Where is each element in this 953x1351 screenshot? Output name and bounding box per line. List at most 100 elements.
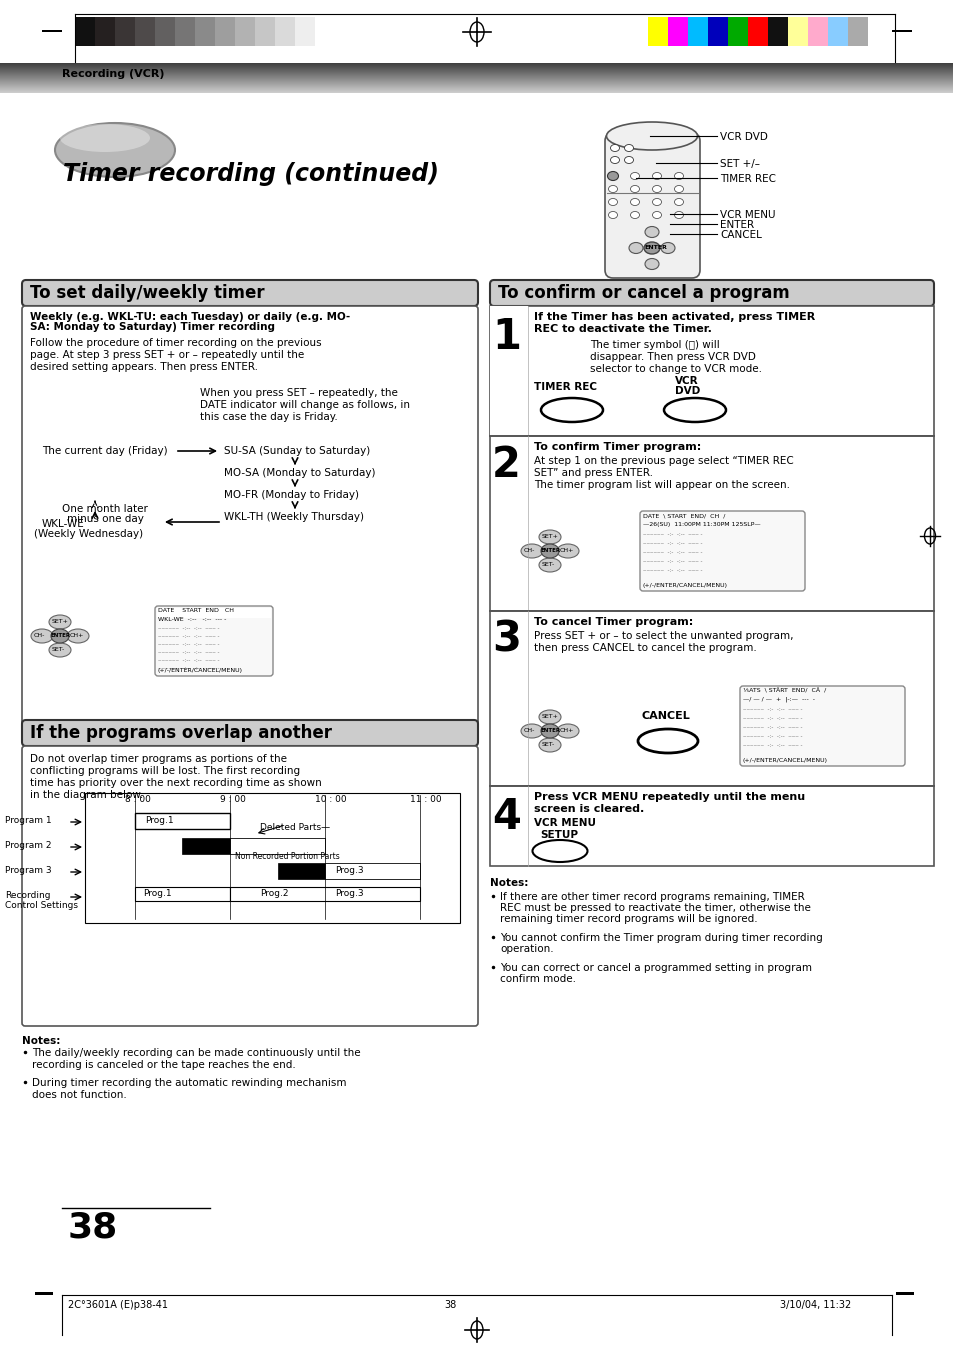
Bar — [0, 0, 953, 63]
Text: ‒‒‒‒‒‒  -:--  -:--  ‒‒‒ -: ‒‒‒‒‒‒ -:-- -:-- ‒‒‒ - — [158, 642, 219, 647]
FancyBboxPatch shape — [154, 607, 273, 676]
Text: TIMER REC: TIMER REC — [720, 174, 775, 184]
Text: 9 : 00: 9 : 00 — [220, 794, 246, 804]
Text: 3/10/04, 11:32: 3/10/04, 11:32 — [780, 1300, 850, 1310]
Bar — [234, 18, 254, 46]
Text: —26(SU)  11:00PM 11:30PM 125SLP—: —26(SU) 11:00PM 11:30PM 125SLP— — [642, 521, 760, 527]
Text: Control Settings: Control Settings — [5, 901, 78, 911]
FancyBboxPatch shape — [639, 511, 804, 590]
Text: minus one day: minus one day — [67, 513, 144, 524]
Bar — [314, 18, 335, 46]
Ellipse shape — [532, 840, 587, 862]
Text: 11 : 00: 11 : 00 — [410, 794, 441, 804]
Text: CH+: CH+ — [559, 728, 574, 734]
Text: selector to change to VCR mode.: selector to change to VCR mode. — [589, 363, 761, 374]
FancyBboxPatch shape — [22, 746, 477, 1025]
Text: At step 1 on the previous page select “TIMER REC: At step 1 on the previous page select “T… — [534, 457, 793, 466]
Text: WKL-TH (Weekly Thursday): WKL-TH (Weekly Thursday) — [224, 512, 364, 521]
FancyBboxPatch shape — [22, 720, 477, 746]
Ellipse shape — [630, 212, 639, 219]
Text: this case the day is Friday.: this case the day is Friday. — [200, 412, 337, 422]
Text: Press SET + or – to select the unwanted program,: Press SET + or – to select the unwanted … — [534, 631, 793, 640]
Ellipse shape — [630, 173, 639, 180]
FancyBboxPatch shape — [604, 132, 700, 278]
Bar — [325, 863, 419, 880]
Text: Prog.3: Prog.3 — [335, 889, 363, 898]
Ellipse shape — [674, 212, 682, 219]
Ellipse shape — [674, 173, 682, 180]
Bar — [490, 305, 527, 436]
Bar — [667, 18, 687, 46]
Bar — [75, 18, 95, 46]
Ellipse shape — [610, 157, 618, 163]
Text: Deleted Parts—: Deleted Parts— — [260, 823, 330, 832]
Text: Timer recording (continued): Timer recording (continued) — [63, 162, 438, 186]
Text: recording is canceled or the tape reaches the end.: recording is canceled or the tape reache… — [32, 1061, 295, 1070]
Text: page. At step 3 press SET + or – repeatedly until the: page. At step 3 press SET + or – repeate… — [30, 350, 304, 359]
Text: disappear. Then press VCR DVD: disappear. Then press VCR DVD — [589, 353, 755, 362]
Bar — [807, 18, 827, 46]
Text: screen is cleared.: screen is cleared. — [534, 804, 643, 815]
Text: ‒‒‒‒‒‒  -:-  -:--  ‒‒‒ -: ‒‒‒‒‒‒ -:- -:-- ‒‒‒ - — [742, 734, 801, 739]
Text: operation.: operation. — [499, 944, 553, 954]
Text: 2: 2 — [492, 444, 520, 486]
Text: SET-: SET- — [541, 742, 555, 747]
Text: Do not overlap timer programs as portions of the: Do not overlap timer programs as portion… — [30, 754, 287, 765]
Bar — [85, 793, 459, 923]
Ellipse shape — [51, 630, 69, 643]
Ellipse shape — [652, 185, 660, 192]
Text: DATE  \ START  END/  CH  /: DATE \ START END/ CH / — [642, 513, 724, 517]
Bar — [214, 18, 234, 46]
Text: To confirm or cancel a program: To confirm or cancel a program — [497, 284, 789, 303]
Ellipse shape — [652, 199, 660, 205]
Ellipse shape — [538, 558, 560, 571]
Text: Prog.1: Prog.1 — [145, 816, 173, 825]
Text: SETUP: SETUP — [539, 830, 578, 840]
Text: Recording: Recording — [5, 892, 51, 900]
Text: The timer symbol (⏱) will: The timer symbol (⏱) will — [589, 340, 719, 350]
Text: 2C°3601A (E)p38-41: 2C°3601A (E)p38-41 — [68, 1300, 168, 1310]
Text: If the programs overlap another: If the programs overlap another — [30, 724, 332, 742]
Text: The timer program list will appear on the screen.: The timer program list will appear on th… — [534, 480, 789, 490]
Text: CH-: CH- — [523, 549, 535, 553]
Bar — [135, 888, 230, 901]
Text: DATE    START  END   CH: DATE START END CH — [158, 608, 233, 613]
Text: remaining timer record programs will be ignored.: remaining timer record programs will be … — [499, 915, 757, 924]
Bar — [294, 18, 314, 46]
Ellipse shape — [67, 630, 89, 643]
Bar — [847, 18, 867, 46]
Text: If there are other timer record programs remaining, TIMER: If there are other timer record programs… — [499, 892, 804, 902]
Bar — [157, 608, 271, 617]
Ellipse shape — [628, 242, 642, 254]
Text: DATE indicator will change as follows, in: DATE indicator will change as follows, i… — [200, 400, 410, 409]
Text: Program 3: Program 3 — [5, 866, 51, 875]
Text: 1: 1 — [492, 316, 520, 358]
Bar — [747, 18, 767, 46]
Text: ENTER: ENTER — [643, 245, 666, 250]
Bar — [787, 18, 807, 46]
Text: ‒‒‒‒‒‒  -:-  -:--  ‒‒‒ -: ‒‒‒‒‒‒ -:- -:-- ‒‒‒ - — [642, 559, 701, 563]
Text: SET” and press ENTER.: SET” and press ENTER. — [534, 467, 652, 478]
FancyBboxPatch shape — [22, 305, 477, 736]
Bar — [230, 888, 419, 901]
Text: CANCEL: CANCEL — [641, 711, 690, 721]
Text: then press CANCEL to cancel the program.: then press CANCEL to cancel the program. — [534, 643, 756, 653]
Text: 10 : 00: 10 : 00 — [314, 794, 346, 804]
Bar — [230, 838, 325, 854]
Ellipse shape — [520, 544, 542, 558]
Ellipse shape — [538, 738, 560, 753]
FancyBboxPatch shape — [490, 280, 933, 305]
Text: CH+: CH+ — [559, 549, 574, 553]
Bar — [154, 18, 174, 46]
Text: 38: 38 — [443, 1300, 456, 1310]
Ellipse shape — [540, 544, 558, 558]
Text: Non Recorded Portion Parts: Non Recorded Portion Parts — [234, 852, 339, 861]
Ellipse shape — [608, 199, 617, 205]
Ellipse shape — [60, 124, 150, 153]
Text: VCR MENU: VCR MENU — [534, 817, 596, 828]
Ellipse shape — [624, 157, 633, 163]
Text: ‒‒‒‒‒‒  -:-  -:--  ‒‒‒ -: ‒‒‒‒‒‒ -:- -:-- ‒‒‒ - — [742, 725, 801, 730]
Ellipse shape — [607, 172, 618, 181]
Bar — [490, 611, 933, 786]
Text: SET-: SET- — [541, 562, 555, 567]
